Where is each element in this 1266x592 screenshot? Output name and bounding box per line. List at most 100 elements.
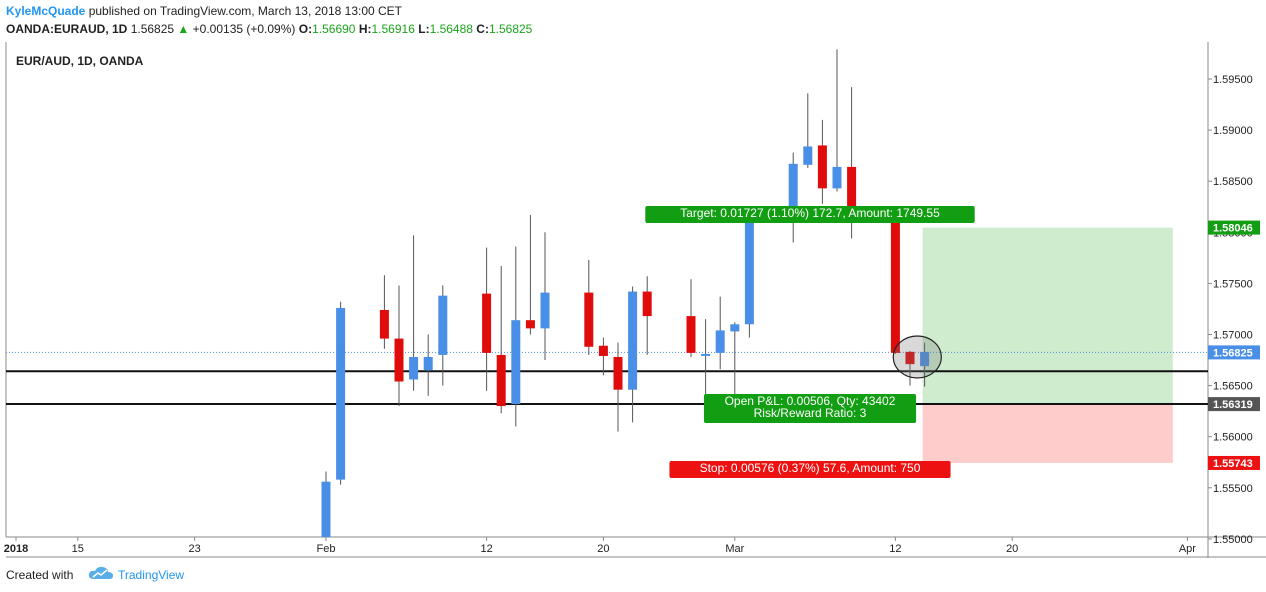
candle[interactable]	[496, 266, 506, 414]
target-zone[interactable]	[922, 227, 1173, 405]
candle-body-down	[598, 345, 608, 356]
highlight-ellipse[interactable]	[892, 335, 942, 379]
candle-body-down	[482, 293, 492, 353]
candle-body-up	[788, 163, 798, 216]
y-tick-label: 1.55500	[1213, 483, 1253, 495]
candle[interactable]	[686, 279, 696, 357]
candle[interactable]	[584, 259, 594, 355]
candle[interactable]	[379, 275, 389, 349]
candle-body-up	[423, 356, 433, 371]
x-tick-label: 12	[889, 543, 901, 555]
candle-body-up	[438, 295, 448, 355]
change-arrow-icon: ▲	[177, 22, 190, 36]
candle[interactable]	[482, 247, 492, 391]
candle-body-up	[803, 146, 813, 165]
low-value: 1.56488	[429, 22, 473, 36]
candle-body-up	[540, 292, 550, 329]
pane-border	[5, 42, 1266, 558]
x-tick-label: Feb	[317, 543, 336, 555]
candle-body-up	[920, 351, 930, 367]
chart-header: KyleMcQuade published on TradingView.com…	[0, 0, 1266, 40]
candle-body-up	[321, 481, 331, 537]
author-link[interactable]: KyleMcQuade	[6, 4, 86, 18]
candle[interactable]	[744, 213, 754, 338]
stop-label-bg	[669, 461, 951, 478]
candle-body-down	[817, 145, 827, 189]
candle[interactable]	[598, 337, 608, 376]
candle[interactable]	[525, 214, 535, 335]
x-tick-label: Mar	[725, 543, 744, 555]
pnl-label-text: Open P&L: 0.00506, Qty: 43402	[725, 394, 896, 408]
tradingview-logo-icon[interactable]	[88, 566, 114, 585]
price-chart[interactable]: EUR/AUD, 1D, OANDA Target: 0.01727 (1.10…	[0, 0, 1266, 558]
candle[interactable]	[613, 342, 623, 432]
price-badge-text: 1.58046	[1213, 223, 1253, 235]
price-badge	[1208, 397, 1260, 412]
candle[interactable]	[832, 49, 842, 192]
candle[interactable]	[642, 276, 652, 355]
candle-body-up	[511, 320, 521, 404]
candle-body-down	[847, 166, 857, 221]
candle-body-down	[379, 309, 389, 339]
candle-body-up	[715, 330, 725, 353]
candle[interactable]	[438, 285, 448, 386]
candle[interactable]	[730, 322, 740, 408]
price-badge-text: 1.56825	[1213, 347, 1253, 359]
chart-title: EUR/AUD, 1D, OANDA	[16, 54, 144, 68]
candle-body-up	[409, 356, 419, 380]
candle-body-down	[890, 219, 900, 353]
y-tick-label: 1.57500	[1213, 278, 1253, 290]
candle[interactable]	[540, 232, 550, 361]
high-label: H:	[358, 22, 372, 36]
stop-zone[interactable]	[922, 404, 1173, 463]
candle-body-down	[394, 338, 404, 382]
candle[interactable]	[803, 93, 813, 168]
candle[interactable]	[890, 219, 900, 354]
x-tick-label: 20	[597, 543, 609, 555]
low-label: L:	[418, 22, 430, 36]
candle[interactable]	[920, 342, 930, 387]
y-tick-label: 1.56000	[1213, 432, 1253, 444]
candle[interactable]	[321, 471, 331, 537]
candle[interactable]	[394, 285, 404, 407]
last-price: 1.56825	[130, 22, 175, 36]
candle[interactable]	[788, 152, 798, 243]
candle-body-down	[584, 292, 594, 347]
publish-line: KyleMcQuade published on TradingView.com…	[6, 4, 402, 18]
candle-body-down	[686, 316, 696, 353]
candle[interactable]	[628, 286, 638, 423]
y-tick-label: 1.57000	[1213, 330, 1253, 342]
candle[interactable]	[336, 301, 346, 485]
candle-body-down	[642, 291, 652, 317]
candle-body-up	[336, 307, 346, 480]
candle[interactable]	[511, 246, 521, 427]
close-value: 1.56825	[488, 22, 533, 36]
candle-body-up	[832, 166, 842, 189]
y-tick-label: 1.59000	[1213, 125, 1253, 137]
published-text: published on TradingView.com, March 13, …	[88, 4, 403, 18]
stop-label-text: Stop: 0.00576 (0.37%) 57.6, Amount: 750	[700, 461, 921, 475]
price-change: +0.00135 (+0.09%)	[192, 22, 296, 36]
candle-body-up	[730, 324, 740, 332]
close-label: C:	[476, 22, 489, 36]
x-tick-label: 15	[72, 543, 84, 555]
candle[interactable]	[423, 334, 433, 396]
candle-body-up	[701, 353, 711, 356]
high-value: 1.56916	[371, 22, 415, 36]
y-tick-label: 1.59500	[1213, 74, 1253, 86]
candle-body-up	[744, 215, 754, 325]
price-badge	[1208, 220, 1260, 235]
open-label: O:	[298, 22, 313, 36]
price-badge-text: 1.56319	[1213, 399, 1253, 411]
tradingview-link[interactable]: TradingView	[118, 568, 185, 582]
candle[interactable]	[409, 235, 419, 391]
ohlc-line: OANDA:EURAUD, 1D 1.56825 ▲ +0.00135 (+0.…	[6, 22, 532, 36]
price-badge	[1208, 455, 1260, 470]
candle[interactable]	[817, 119, 827, 204]
candle[interactable]	[715, 296, 725, 370]
open-value: 1.56690	[312, 22, 356, 36]
candle[interactable]	[905, 350, 915, 386]
price-badge	[1208, 345, 1260, 360]
y-tick-label: 1.58500	[1213, 176, 1253, 188]
symbol-label: OANDA:EURAUD, 1D	[6, 22, 128, 36]
